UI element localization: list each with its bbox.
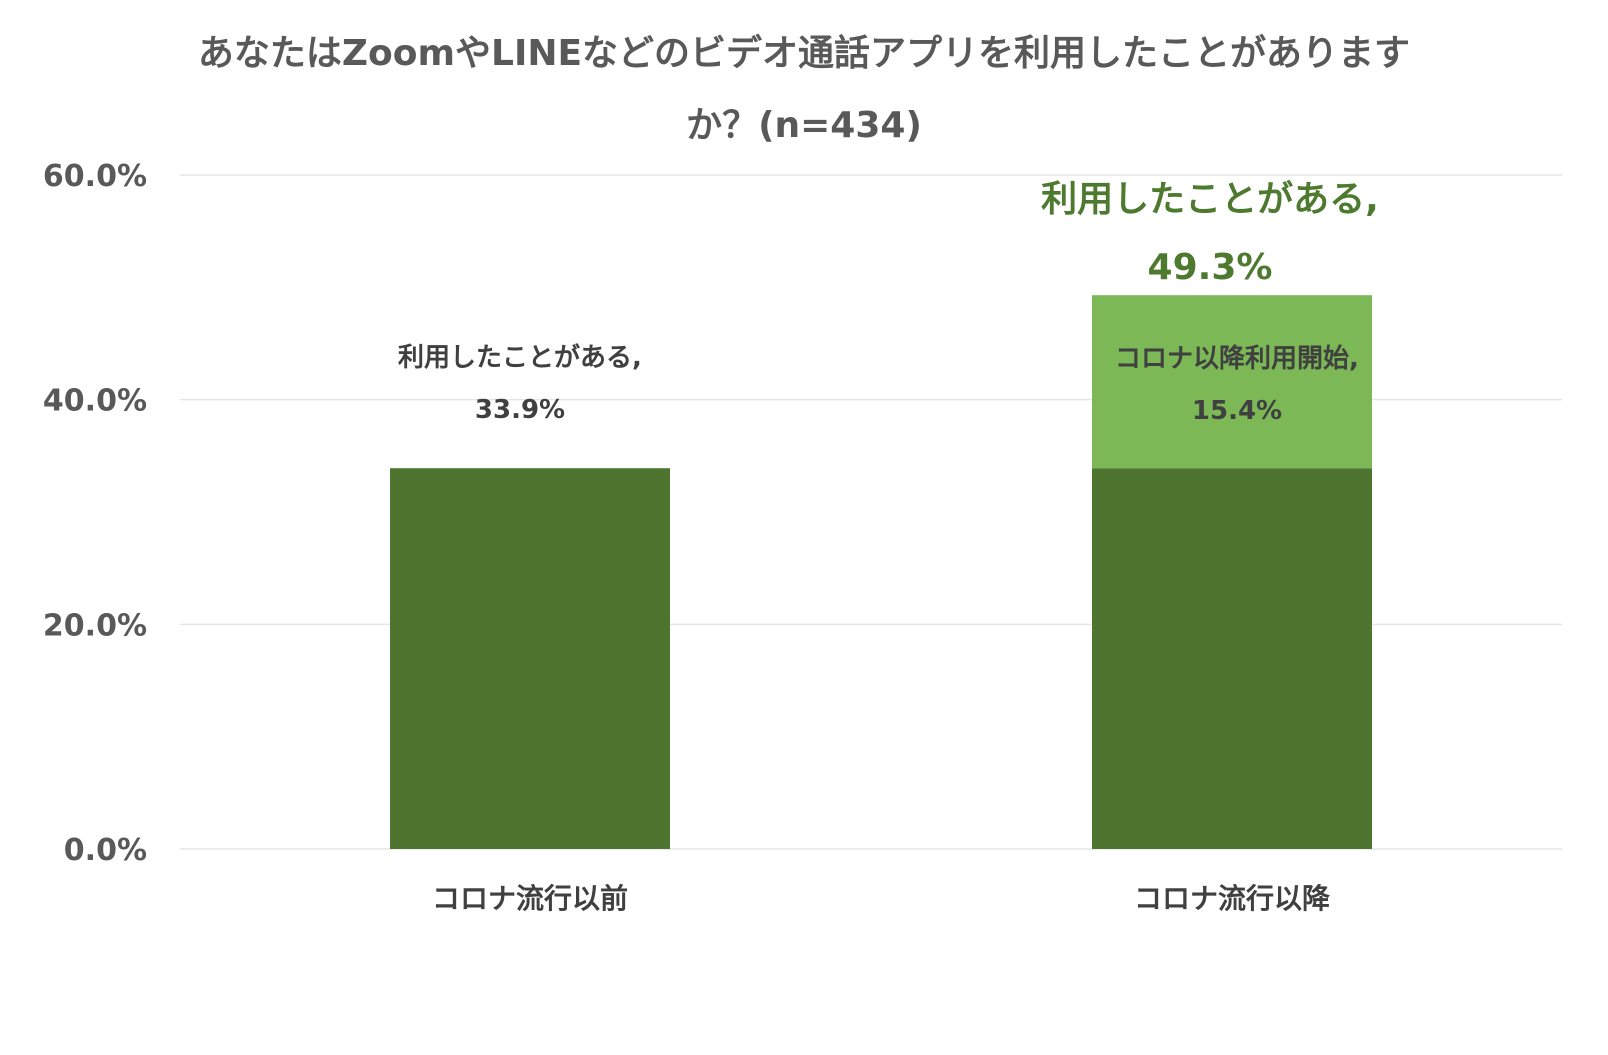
bar-series-0-cat-0 [390,468,670,849]
y-tick-label-2: 40.0% [43,384,147,419]
data-label-category-0: 利用したことがある, [398,342,642,373]
chart-title: あなたはZoomやLINEなどのビデオ通話アプリを利用したことがあります か？(… [0,18,1608,162]
bar-series-0-cat-1 [1092,468,1372,849]
bar-series-1-cat-1 [1092,295,1372,469]
y-tick-label-1: 20.0% [43,608,147,643]
chart-title-line-2: か？(n=434) [686,105,922,146]
y-tick-label-3: 60.0% [43,159,147,194]
chart-title-line-1: あなたはZoomやLINEなどのビデオ通話アプリを利用したことがあります [197,33,1411,74]
data-label-value-1: 15.4% [1192,396,1282,426]
total-label-value-1: 49.3% [1148,247,1273,288]
total-label-category-1: 利用したことがある, [1041,179,1379,220]
y-tick-label-0: 0.0% [64,833,147,868]
x-category-label-1: コロナ流行以降 [1134,882,1331,915]
x-category-label-0: コロナ流行以前 [432,882,628,915]
data-label-value-0: 33.9% [475,395,565,425]
data-label-category-1: コロナ以降利用開始, [1115,344,1359,374]
